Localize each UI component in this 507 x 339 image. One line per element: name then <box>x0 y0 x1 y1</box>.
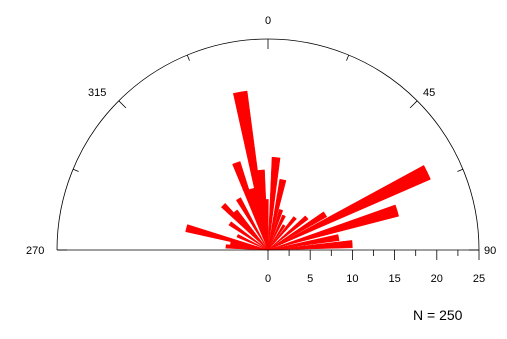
rose-petal <box>267 165 431 251</box>
rose-petal <box>267 240 353 251</box>
rose-petal <box>185 224 269 251</box>
radial-tick-label: 25 <box>473 273 485 285</box>
radial-tick-label: 5 <box>307 273 313 285</box>
arc-tick <box>409 100 418 109</box>
label-layer: 270 315 0 45 90 N = 250 0 5 10 15 20 25 <box>26 15 496 323</box>
rose-petal <box>267 215 309 251</box>
rose-petal <box>235 197 269 251</box>
radial-tick-label: 0 <box>265 273 271 285</box>
rose-petal <box>228 221 269 251</box>
rose-petal <box>267 156 281 251</box>
angle-label-90: 90 <box>484 245 496 257</box>
rose-petal <box>263 199 269 251</box>
arc-tick <box>118 100 127 109</box>
rose-petal <box>257 169 269 251</box>
rose-petal <box>267 234 340 251</box>
angle-label-315: 315 <box>88 87 106 99</box>
sample-size-label: N = 250 <box>413 307 463 323</box>
arc-tick <box>457 168 464 172</box>
frame-layer <box>56 38 480 260</box>
arc-tick <box>72 168 79 172</box>
radial-tick-label: 20 <box>431 273 443 285</box>
angle-label-270: 270 <box>26 245 44 257</box>
rose-petal <box>267 178 287 251</box>
radial-tick-label: 10 <box>346 273 358 285</box>
angle-label-45: 45 <box>423 87 435 99</box>
rose-petal <box>267 204 400 251</box>
rose-petal <box>267 216 297 251</box>
arc-tick <box>186 54 190 61</box>
angle-label-0: 0 <box>265 15 271 27</box>
rose-petal <box>267 214 286 251</box>
arc-tick <box>346 54 350 61</box>
rose-petal <box>220 202 269 251</box>
radial-tick-label: 15 <box>388 273 400 285</box>
rose-petal <box>248 187 269 251</box>
rose-petal <box>225 244 269 251</box>
petal-layer <box>185 90 431 251</box>
rose-petal <box>267 211 328 251</box>
rose-petal <box>267 208 284 251</box>
rose-petal <box>236 234 269 251</box>
rose-petal <box>267 224 286 251</box>
rose-petal <box>232 161 269 251</box>
